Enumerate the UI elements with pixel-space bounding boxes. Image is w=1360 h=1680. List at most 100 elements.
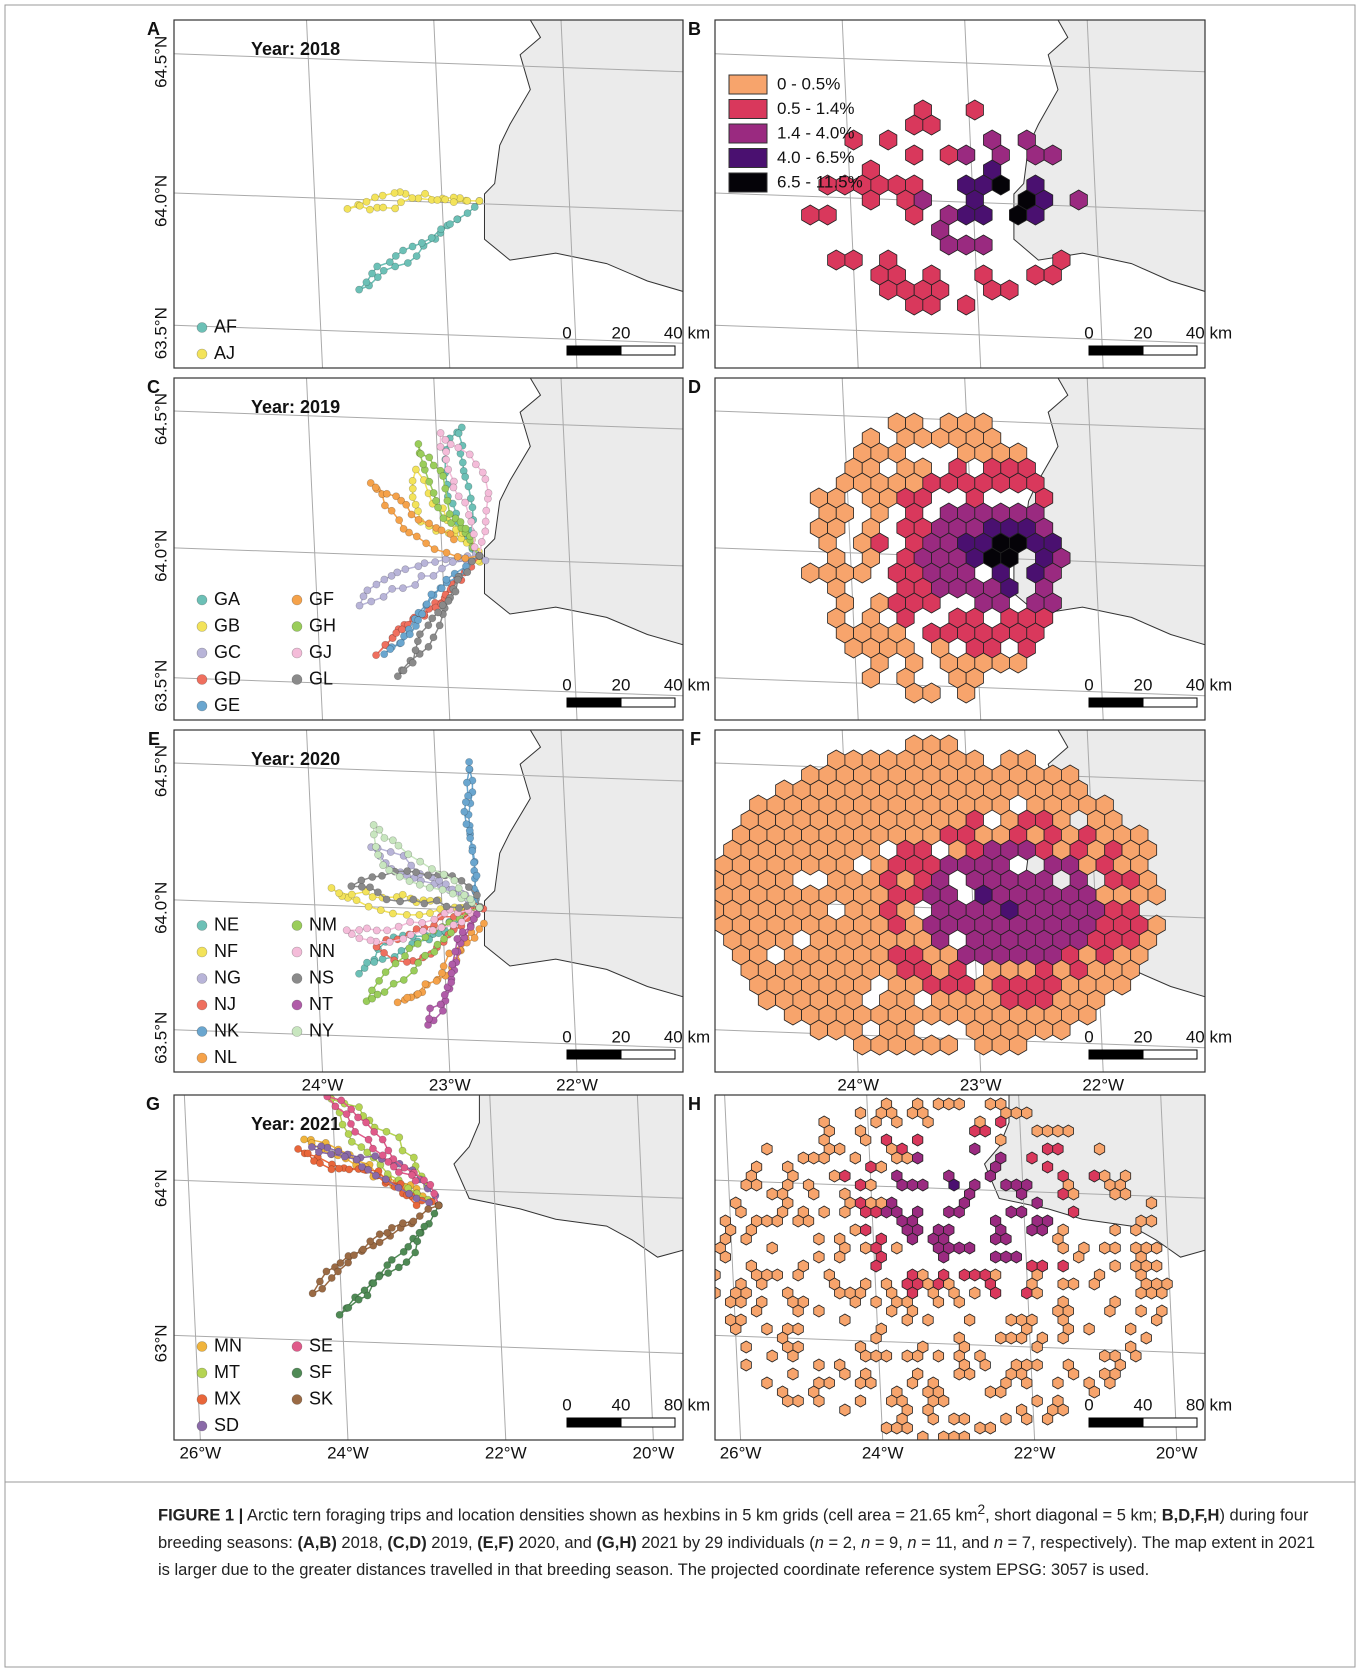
map-body <box>706 730 1205 1072</box>
lon-label: 24°W <box>862 1443 904 1462</box>
track-point <box>454 935 461 942</box>
caption-text: , short diagonal = 5 km; <box>985 1507 1162 1525</box>
panel-letter: G <box>146 1094 160 1114</box>
hexbin <box>902 1152 912 1164</box>
scale-label: 40 <box>612 1395 631 1414</box>
track-point <box>414 638 421 645</box>
track-point <box>452 588 459 595</box>
track-point <box>395 842 402 849</box>
track-point <box>397 898 404 905</box>
track-point <box>334 1268 341 1275</box>
track-point <box>356 202 363 209</box>
hexbin <box>1053 1377 1063 1389</box>
track-point <box>462 473 469 480</box>
track-point <box>381 502 388 509</box>
lon-label: 24°W <box>302 1075 344 1094</box>
hexbin <box>767 1188 777 1200</box>
hexbin <box>809 1152 819 1164</box>
hexbin <box>860 1350 870 1362</box>
track-point <box>430 634 437 641</box>
track-point <box>421 1223 428 1230</box>
track-point <box>425 1015 432 1022</box>
track-point <box>383 490 390 497</box>
track-point <box>336 1311 343 1318</box>
track-point <box>464 569 471 576</box>
hexbin <box>938 1395 948 1407</box>
track-point <box>404 259 411 266</box>
track-point <box>409 243 416 250</box>
hexbin <box>1105 1305 1115 1317</box>
map-panel: GYear: 202164°N63°N26°W24°W22°W20°W04080… <box>146 1093 710 1463</box>
hexbin <box>1131 1224 1141 1236</box>
scale-label: 20 <box>612 1027 631 1046</box>
track-point <box>353 1156 360 1163</box>
track-point <box>413 1202 420 1209</box>
track-point <box>426 884 433 891</box>
track-point <box>442 436 449 443</box>
track-point <box>380 204 387 211</box>
track-point <box>441 991 448 998</box>
legend-label: GB <box>214 615 240 635</box>
figure: AYear: 201864.5°N64.0°N63.5°N02040 kmAFA… <box>0 0 1360 1675</box>
hexbin <box>996 1332 1006 1344</box>
hexbin <box>1157 1287 1167 1299</box>
track-point <box>465 758 472 765</box>
track-point <box>365 903 372 910</box>
scale-label: 40 km <box>1186 323 1232 342</box>
track-point <box>394 999 401 1006</box>
track-point <box>443 903 450 910</box>
track-point <box>400 667 407 674</box>
hexbin <box>1042 1161 1052 1173</box>
hexbin <box>835 1143 845 1155</box>
hexbin <box>741 1233 751 1245</box>
track-point <box>356 926 363 933</box>
track-point <box>399 1147 406 1154</box>
track-point <box>400 1248 407 1255</box>
hexbin <box>959 1431 969 1443</box>
hexbin <box>1068 1206 1078 1218</box>
track-point <box>389 585 396 592</box>
track-point <box>404 994 411 1001</box>
hexbin <box>1022 1377 1032 1389</box>
hexbin <box>855 1107 865 1119</box>
hexbin <box>918 1179 928 1191</box>
lat-label: 64.0°N <box>151 175 170 227</box>
track-point <box>416 1213 423 1220</box>
scale-bar-white <box>621 1418 675 1427</box>
legend-marker <box>292 1342 302 1352</box>
track-point <box>430 462 437 469</box>
legend-label: NM <box>309 914 337 934</box>
track-point <box>400 976 407 983</box>
legend-label: 0.5 - 1.4% <box>777 99 855 118</box>
track-point <box>406 945 413 952</box>
hexbin <box>725 1296 735 1308</box>
map-body <box>715 20 1205 368</box>
hexbin <box>736 1296 746 1308</box>
track-point <box>348 1138 355 1145</box>
track-point <box>462 525 469 532</box>
track-point <box>431 546 438 553</box>
map-body <box>174 1093 683 1440</box>
scale-label: 0 <box>1084 1395 1093 1414</box>
map-panel: AYear: 201864.5°N64.0°N63.5°N02040 kmAFA… <box>147 19 710 368</box>
track-point <box>437 1001 444 1008</box>
track-point <box>452 948 459 955</box>
track-point <box>414 508 421 515</box>
hexbin <box>1151 1242 1161 1254</box>
track-point <box>370 1280 377 1287</box>
hexbin <box>809 1188 819 1200</box>
legend-label: GE <box>214 695 240 715</box>
track-point <box>462 799 469 806</box>
track-point <box>415 563 422 570</box>
hexbin <box>1100 1350 1110 1362</box>
hexbin <box>1032 1341 1042 1353</box>
track-point <box>440 871 447 878</box>
track-point <box>443 576 450 583</box>
track-point <box>427 1181 434 1188</box>
hexbin <box>866 1377 876 1389</box>
hexbin <box>912 1134 922 1146</box>
track-point <box>443 549 450 556</box>
hexbin <box>850 1152 860 1164</box>
hexbin <box>996 1386 1006 1398</box>
track-point <box>414 940 421 947</box>
